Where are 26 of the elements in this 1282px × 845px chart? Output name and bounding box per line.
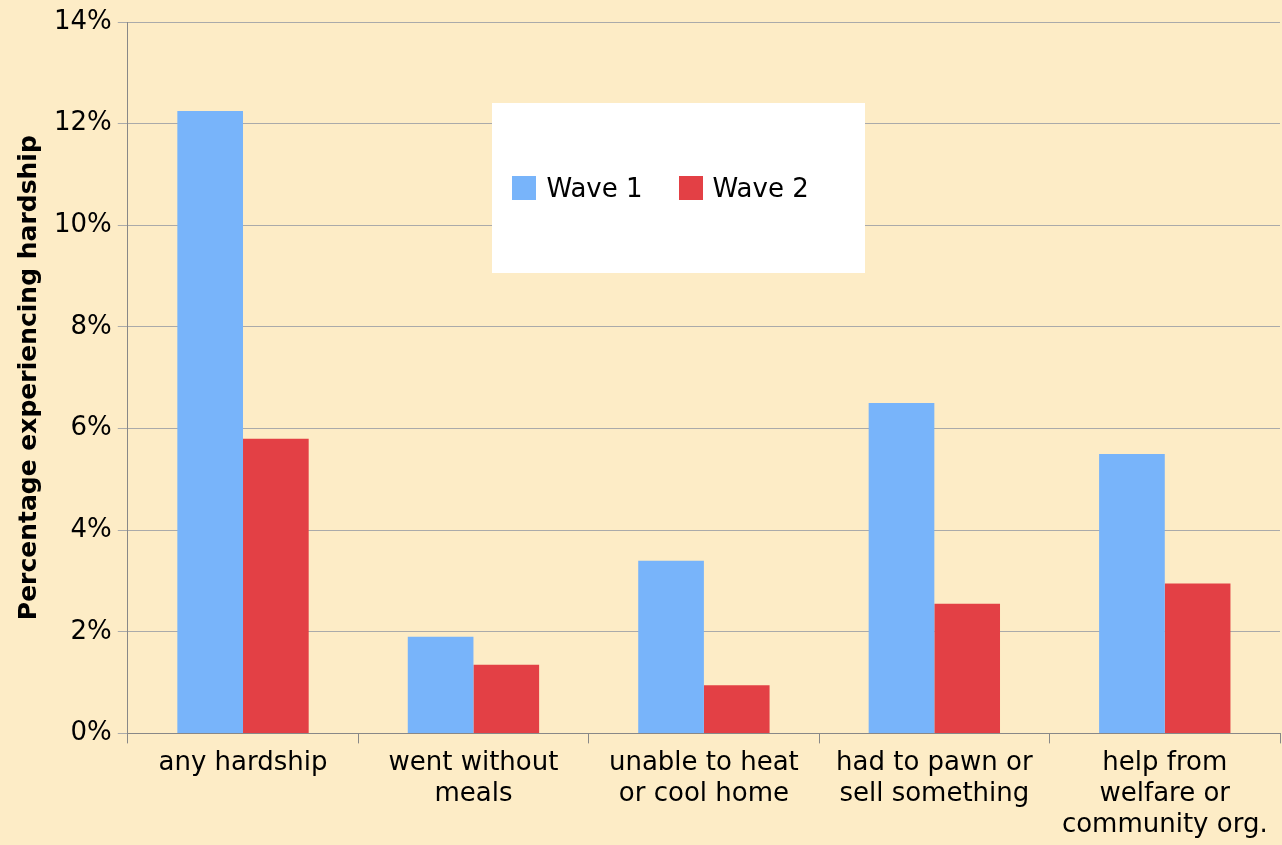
y-tick-label: 14% <box>53 4 112 35</box>
bar <box>407 636 474 733</box>
x-tick-label: unable to heat or cool home <box>608 745 799 807</box>
bar <box>177 110 244 733</box>
bar <box>638 560 704 733</box>
x-tick-label: went without meals <box>388 745 559 807</box>
y-tick-label: 8% <box>70 309 112 340</box>
y-tick-label: 6% <box>70 411 112 442</box>
bar <box>868 403 935 733</box>
y-tick-label: 4% <box>70 512 112 543</box>
legend-label: Wave 1 <box>546 173 643 203</box>
x-tick-label: help from welfare or community org. <box>1061 745 1268 839</box>
y-axis-title: Percentage experiencing hardship <box>12 135 42 621</box>
legend-label: Wave 2 <box>712 173 809 203</box>
y-tick-label: 10% <box>53 208 112 239</box>
bar <box>473 664 540 733</box>
y-tick-label: 2% <box>70 614 112 645</box>
x-tick-label: had to pawn or sell something <box>836 745 1033 807</box>
bar <box>243 438 309 733</box>
x-tick-label: any hardship <box>158 745 328 776</box>
y-tick-label: 0% <box>70 716 112 747</box>
bar <box>1164 583 1231 733</box>
bar <box>703 685 770 733</box>
bar <box>1099 453 1165 733</box>
bar <box>934 603 1001 733</box>
y-tick-label: 12% <box>53 106 112 137</box>
